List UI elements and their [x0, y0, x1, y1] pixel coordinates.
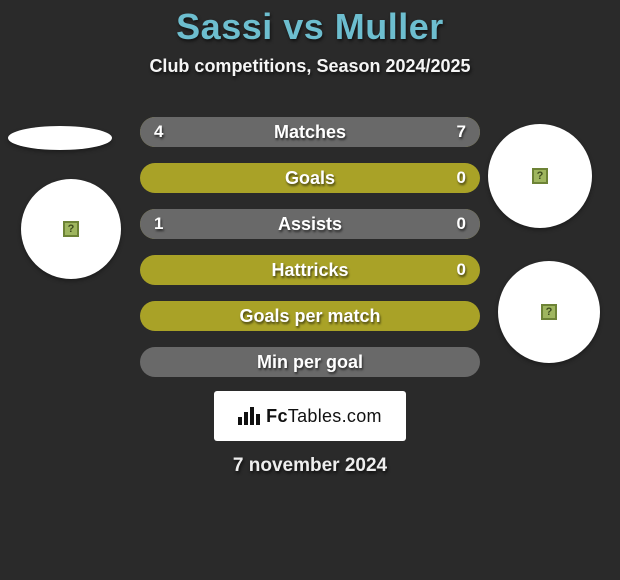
- stat-row: Min per goal: [140, 347, 480, 377]
- placeholder-icon: ?: [63, 221, 79, 237]
- brand-text-rest: Tables.com: [288, 406, 382, 426]
- brand-badge: FcTables.com: [214, 391, 406, 441]
- player-avatar-left: ?: [21, 179, 121, 279]
- stat-value-right: 7: [457, 122, 466, 142]
- stat-label: Min per goal: [257, 352, 363, 373]
- stat-row: 4 7 Matches: [140, 117, 480, 147]
- stat-row: 1 0 Assists: [140, 209, 480, 239]
- stat-row: 0 Goals: [140, 163, 480, 193]
- stat-value-right: 0: [457, 260, 466, 280]
- stat-value-left: 1: [154, 214, 163, 234]
- stat-label: Matches: [274, 122, 346, 143]
- decor-ellipse-top-left: [8, 126, 112, 150]
- stat-label: Goals: [285, 168, 335, 189]
- stat-value-right: 0: [457, 168, 466, 188]
- stat-value-right: 0: [457, 214, 466, 234]
- stat-label: Hattricks: [271, 260, 348, 281]
- page-subtitle: Club competitions, Season 2024/2025: [0, 56, 620, 77]
- placeholder-icon: ?: [541, 304, 557, 320]
- stat-row: Goals per match: [140, 301, 480, 331]
- stat-label: Assists: [278, 214, 342, 235]
- stat-row: 0 Hattricks: [140, 255, 480, 285]
- stat-label: Goals per match: [239, 306, 380, 327]
- brand-bars-icon: [238, 407, 260, 425]
- player-avatar-right-top: ?: [488, 124, 592, 228]
- stat-value-left: 4: [154, 122, 163, 142]
- placeholder-icon: ?: [532, 168, 548, 184]
- page-title: Sassi vs Muller: [0, 0, 620, 48]
- brand-text-strong: Fc: [266, 406, 288, 426]
- player-avatar-right-bottom: ?: [498, 261, 600, 363]
- date-text: 7 november 2024: [0, 455, 620, 477]
